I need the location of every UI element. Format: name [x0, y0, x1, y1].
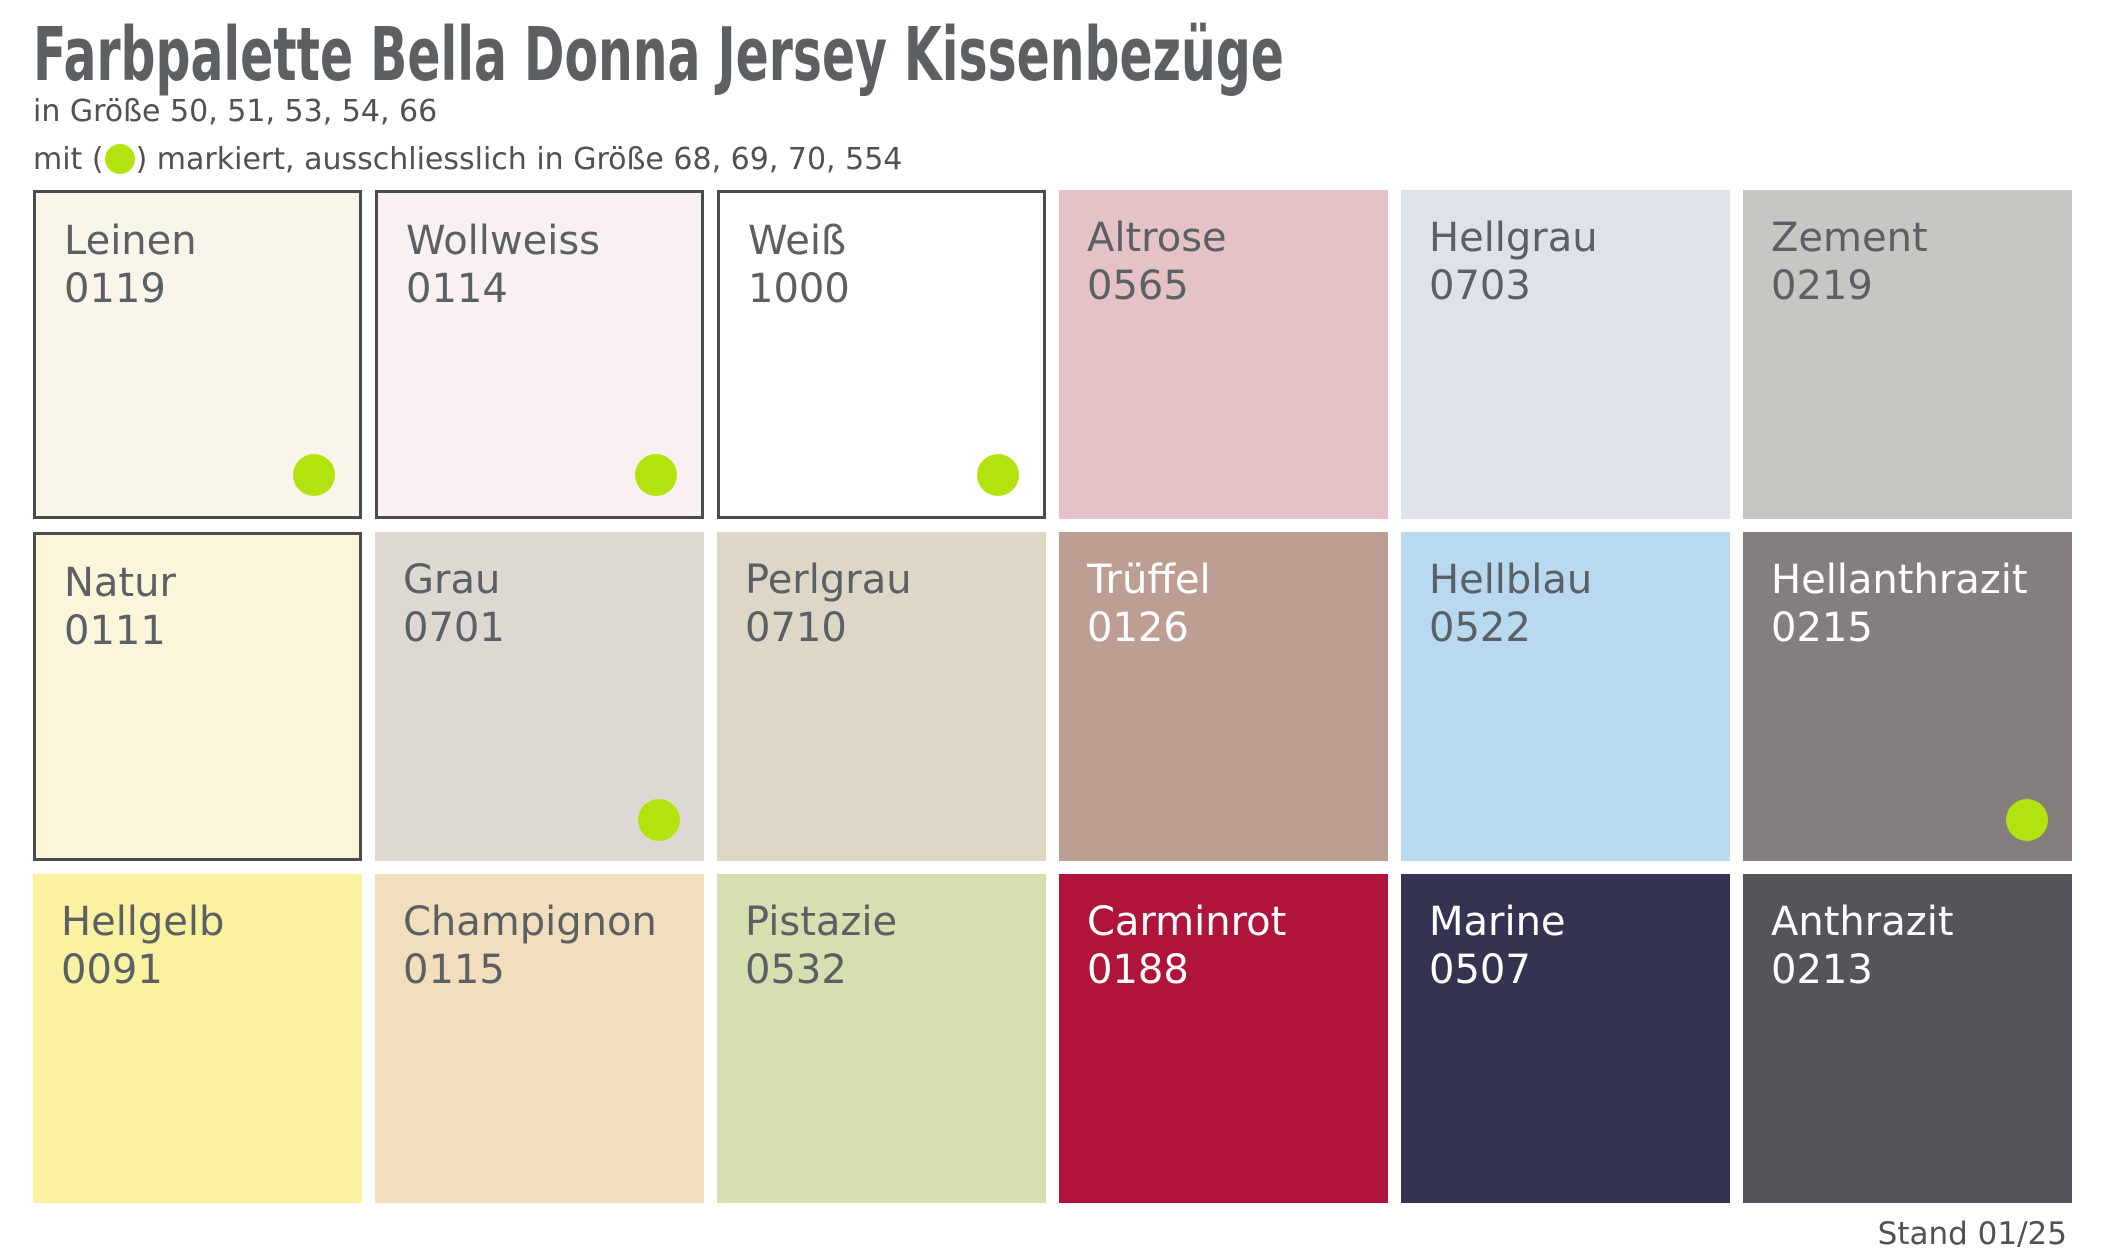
legend-prefix: mit (	[33, 142, 104, 177]
swatch-color-name: Leinen	[64, 218, 197, 264]
swatch-color-code: 1000	[748, 266, 850, 312]
swatch-color-name: Marine	[1429, 899, 1566, 945]
swatch-color-name: Anthrazit	[1771, 899, 1954, 945]
swatch-color-code: 0219	[1771, 263, 1873, 309]
swatch-color-name: Hellgrau	[1429, 215, 1598, 261]
color-swatch-pistazie: Pistazie 0532	[717, 874, 1046, 1203]
color-swatch-weiss: Weiß 1000	[717, 190, 1046, 519]
version-note: Stand 01/25	[1877, 1216, 2067, 1252]
swatch-color-code: 0091	[61, 947, 163, 993]
color-swatch-grid: Leinen 0119 Wollweiss 0114 Weiß 1000 Alt…	[33, 190, 2072, 1203]
subtitle-sizes: in Größe 50, 51, 53, 54, 66	[33, 94, 438, 129]
swatch-color-name: Hellgelb	[61, 899, 225, 945]
exclusive-size-marker-icon	[635, 454, 677, 496]
swatch-color-code: 0115	[403, 947, 505, 993]
page-title: Farbpalette Bella Donna Jersey Kissenbez…	[33, 12, 1284, 98]
swatch-color-code: 0532	[745, 947, 847, 993]
legend-marker-note: mit ( ) markiert, ausschliesslich in Größ…	[33, 142, 902, 177]
color-swatch-natur: Natur 0111	[33, 532, 362, 861]
marker-dot-icon	[104, 144, 135, 174]
color-swatch-hellblau: Hellblau 0522	[1401, 532, 1730, 861]
color-swatch-anthrazit: Anthrazit 0213	[1743, 874, 2072, 1203]
color-swatch-leinen: Leinen 0119	[33, 190, 362, 519]
swatch-color-code: 0710	[745, 605, 847, 651]
swatch-color-name: Natur	[64, 560, 176, 606]
swatch-color-name: Wollweiss	[406, 218, 601, 264]
swatch-color-name: Hellanthrazit	[1771, 557, 2028, 603]
swatch-color-code: 0111	[64, 608, 166, 654]
swatch-color-code: 0188	[1087, 947, 1189, 993]
color-swatch-hellgelb: Hellgelb 0091	[33, 874, 362, 1203]
swatch-color-name: Altrose	[1087, 215, 1227, 261]
color-swatch-grau: Grau 0701	[375, 532, 704, 861]
swatch-color-code: 0215	[1771, 605, 1873, 651]
color-swatch-truffel: Trüffel 0126	[1059, 532, 1388, 861]
swatch-color-name: Carminrot	[1087, 899, 1287, 945]
exclusive-size-marker-icon	[638, 799, 680, 841]
color-swatch-hellanthrazit: Hellanthrazit 0215	[1743, 532, 2072, 861]
exclusive-size-marker-icon	[293, 454, 335, 496]
color-swatch-altrose: Altrose 0565	[1059, 190, 1388, 519]
swatch-color-name: Grau	[403, 557, 501, 603]
swatch-color-code: 0126	[1087, 605, 1189, 651]
exclusive-size-marker-icon	[977, 454, 1019, 496]
swatch-color-code: 0213	[1771, 947, 1873, 993]
swatch-color-name: Champignon	[403, 899, 657, 945]
legend-suffix: ) markiert, ausschliesslich in Größe 68,…	[135, 142, 903, 177]
color-swatch-wollweiss: Wollweiss 0114	[375, 190, 704, 519]
swatch-color-name: Pistazie	[745, 899, 898, 945]
color-swatch-marine: Marine 0507	[1401, 874, 1730, 1203]
color-swatch-carminrot: Carminrot 0188	[1059, 874, 1388, 1203]
swatch-color-name: Hellblau	[1429, 557, 1593, 603]
swatch-color-code: 0119	[64, 266, 166, 312]
color-swatch-perlgrau: Perlgrau 0710	[717, 532, 1046, 861]
color-swatch-zement: Zement 0219	[1743, 190, 2072, 519]
swatch-color-code: 0114	[406, 266, 508, 312]
color-swatch-hellgrau: Hellgrau 0703	[1401, 190, 1730, 519]
swatch-color-code: 0565	[1087, 263, 1189, 309]
swatch-color-code: 0522	[1429, 605, 1531, 651]
swatch-color-code: 0703	[1429, 263, 1531, 309]
swatch-color-code: 0507	[1429, 947, 1531, 993]
swatch-color-name: Weiß	[748, 218, 847, 264]
swatch-color-code: 0701	[403, 605, 505, 651]
color-swatch-champignon: Champignon 0115	[375, 874, 704, 1203]
swatch-color-name: Zement	[1771, 215, 1928, 261]
exclusive-size-marker-icon	[2006, 799, 2048, 841]
swatch-color-name: Perlgrau	[745, 557, 912, 603]
swatch-color-name: Trüffel	[1087, 557, 1211, 603]
